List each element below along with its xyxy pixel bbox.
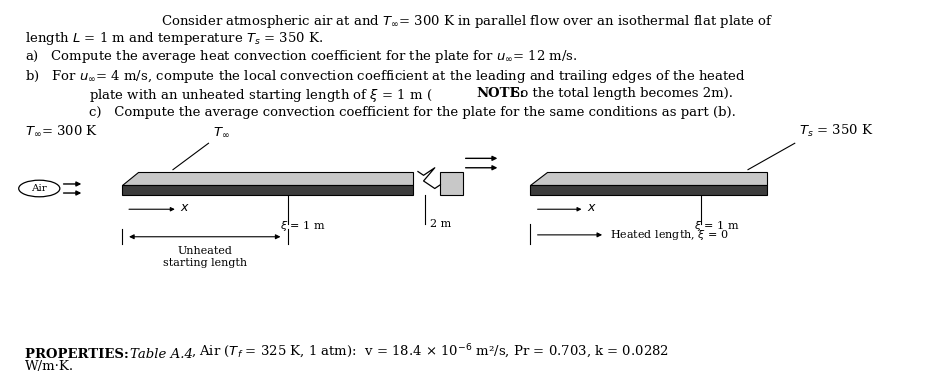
Text: $\xi$ = 1 m: $\xi$ = 1 m [694, 219, 740, 233]
Text: Unheated
starting length: Unheated starting length [163, 246, 247, 268]
Text: Air: Air [32, 184, 47, 193]
Text: W/m·K.: W/m·K. [25, 360, 75, 373]
Text: $T_\infty$= 300 K: $T_\infty$= 300 K [25, 124, 98, 138]
Text: plate with an unheated starting length of $\xi$ = 1 m (: plate with an unheated starting length o… [89, 87, 432, 104]
Text: Table A.4: Table A.4 [130, 348, 193, 361]
Text: NOTE:: NOTE: [477, 87, 525, 100]
Text: length $L$ = 1 m and temperature $T_s$ = 350 K.: length $L$ = 1 m and temperature $T_s$ =… [25, 30, 324, 47]
Polygon shape [440, 172, 463, 195]
Text: Heated length, $\xi$ = 0: Heated length, $\xi$ = 0 [610, 228, 728, 242]
Text: $\xi$ = 1 m: $\xi$ = 1 m [280, 219, 326, 233]
Polygon shape [122, 185, 413, 195]
Text: So the total length becomes 2m).: So the total length becomes 2m). [507, 87, 733, 100]
Text: $x$: $x$ [587, 201, 597, 214]
Text: $T_\infty$: $T_\infty$ [213, 126, 230, 139]
Circle shape [19, 180, 60, 197]
Text: $T_s$ = 350 K: $T_s$ = 350 K [799, 123, 874, 139]
Text: a)   Compute the average heat convection coefficient for the plate for $u_\infty: a) Compute the average heat convection c… [25, 48, 578, 65]
Text: Consider atmospheric air at and $T_\infty$= 300 K in parallel flow over an isoth: Consider atmospheric air at and $T_\inft… [162, 13, 773, 30]
Polygon shape [530, 172, 767, 185]
Polygon shape [122, 172, 413, 185]
Text: $x$: $x$ [180, 201, 191, 214]
Text: b)   For $u_\infty$= 4 m/s, compute the local convection coefficient at the lead: b) For $u_\infty$= 4 m/s, compute the lo… [25, 68, 746, 85]
Text: c)   Compute the average convection coefficient for the plate for the same condi: c) Compute the average convection coeffi… [89, 106, 736, 118]
Text: , Air ($T_f$ = 325 K, 1 atm):  v = 18.4 × 10$^{-6}$ m²/s, Pr = 0.703, k = 0.0282: , Air ($T_f$ = 325 K, 1 atm): v = 18.4 ×… [191, 343, 669, 361]
Text: PROPERTIES:: PROPERTIES: [25, 348, 134, 361]
Polygon shape [530, 185, 767, 195]
Text: 2 m: 2 m [430, 219, 452, 229]
